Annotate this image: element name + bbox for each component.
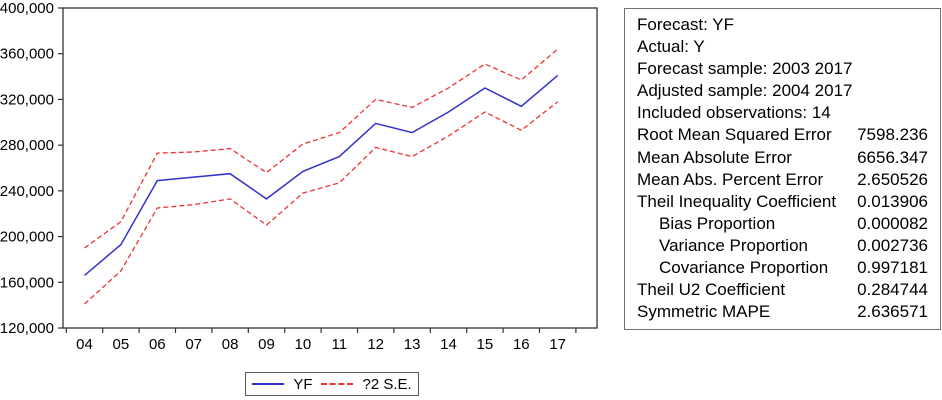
stat-value: 0.013906 bbox=[857, 191, 928, 211]
stats-row: Symmetric MAPE 2.636571 bbox=[637, 302, 928, 324]
y-axis-tick-label: 240,000 bbox=[0, 183, 54, 200]
stat-label: Theil Inequality Coefficient bbox=[637, 191, 837, 211]
x-axis-tick-label: 07 bbox=[185, 336, 202, 353]
stat-label: Bias Proportion bbox=[659, 213, 776, 233]
stats-row: Variance Proportion 0.002736 bbox=[637, 236, 928, 258]
stat-label: Included observations: 14 bbox=[637, 103, 831, 123]
forecast-plot: 400,000 360,000 320,000 280,000 240,000 200,0… bbox=[0, 0, 598, 353]
stats-row: Mean Absolute Error 6656.347 bbox=[637, 148, 928, 170]
x-axis-tick-label: 05 bbox=[113, 336, 130, 353]
forecast-chart: 400,000 360,000 320,000 280,000 240,000 200,0… bbox=[0, 0, 598, 396]
stats-row: Covariance Proportion 0.997181 bbox=[637, 258, 928, 280]
stats-row: Theil U2 Coefficient 0.284744 bbox=[637, 280, 928, 302]
se-lower-band-line bbox=[84, 101, 559, 305]
stat-label: Root Mean Squared Error bbox=[637, 125, 832, 145]
stat-label: Symmetric MAPE bbox=[637, 302, 771, 322]
x-axis-tick-label: 09 bbox=[258, 336, 275, 353]
se-upper-band-line bbox=[84, 48, 559, 249]
stat-label: Adjusted sample: 2004 2017 bbox=[637, 81, 853, 101]
x-axis-tick-label: 15 bbox=[477, 336, 494, 353]
se-line-sample-icon bbox=[321, 383, 354, 385]
y-axis-tick-label: 120,000 bbox=[0, 320, 54, 337]
x-axis-tick-label: 12 bbox=[367, 336, 384, 353]
y-axis-tick-label: 200,000 bbox=[0, 229, 54, 246]
stat-value: 0.000082 bbox=[857, 213, 928, 233]
stats-row: Mean Abs. Percent Error 2.650526 bbox=[637, 170, 928, 192]
stats-row: Forecast: YF bbox=[637, 15, 928, 37]
stats-row: Forecast sample: 2003 2017 bbox=[637, 59, 928, 81]
yf-forecast-line bbox=[84, 74, 559, 276]
stat-label: Theil U2 Coefficient bbox=[637, 280, 786, 300]
y-axis-tick-label: 320,000 bbox=[0, 91, 54, 108]
x-axis-tick-label: 06 bbox=[149, 336, 166, 353]
chart-legend: YF ?2 S.E. bbox=[245, 372, 419, 396]
x-axis-tick-label: 11 bbox=[332, 336, 348, 353]
legend-label-yf: YF bbox=[293, 375, 313, 393]
stats-row: Bias Proportion 0.000082 bbox=[637, 214, 928, 236]
forecast-evaluation-table: Forecast: YF Actual: Y Forecast sample: 20… bbox=[624, 8, 941, 330]
stats-row: Adjusted sample: 2004 2017 bbox=[637, 81, 928, 103]
yf-line-sample-icon bbox=[252, 383, 285, 385]
stat-label: Variance Proportion bbox=[659, 235, 808, 255]
y-axis-tick-label: 400,000 bbox=[0, 0, 54, 17]
stat-label: Forecast: YF bbox=[637, 15, 734, 34]
x-axis-tick-label: 10 bbox=[295, 336, 312, 353]
x-axis-tick-label: 16 bbox=[513, 336, 530, 353]
plot-frame bbox=[62, 7, 598, 329]
y-axis-tick-label: 280,000 bbox=[0, 137, 54, 154]
y-axis-tick-label: 160,000 bbox=[0, 274, 54, 291]
stat-value: 2.650526 bbox=[857, 169, 928, 189]
y-axis-tick-label: 360,000 bbox=[0, 46, 54, 63]
stats-row: Included observations: 14 bbox=[637, 103, 928, 125]
stat-value: 2.636571 bbox=[857, 302, 928, 322]
stat-label: Mean Abs. Percent Error bbox=[637, 169, 824, 189]
x-axis-tick-label: 17 bbox=[549, 336, 566, 353]
stat-value: 0.002736 bbox=[857, 235, 928, 255]
stat-value: 0.284744 bbox=[857, 280, 928, 300]
stat-value: 7598.236 bbox=[857, 125, 928, 145]
stat-value: 6656.347 bbox=[857, 147, 928, 167]
stat-label: Covariance Proportion bbox=[659, 258, 829, 278]
forecast-evaluation-rows: Forecast: YF Actual: Y Forecast sample: 20… bbox=[637, 15, 928, 324]
x-axis-tick-label: 04 bbox=[76, 336, 93, 353]
stat-value: 0.997181 bbox=[857, 258, 928, 278]
stat-label: Mean Absolute Error bbox=[637, 147, 792, 167]
stats-row: Theil Inequality Coefficient 0.013906 bbox=[637, 192, 928, 214]
stats-row: Actual: Y bbox=[637, 37, 928, 59]
stat-label: Actual: Y bbox=[637, 37, 705, 57]
legend-label-se: ?2 S.E. bbox=[362, 375, 412, 393]
stat-label: Forecast sample: 2003 2017 bbox=[637, 59, 853, 79]
stats-row: Root Mean Squared Error 7598.236 bbox=[637, 125, 928, 147]
x-axis-tick-label: 08 bbox=[222, 336, 239, 353]
x-axis-tick-label: 13 bbox=[404, 336, 421, 353]
x-axis-tick-label: 14 bbox=[440, 336, 457, 353]
